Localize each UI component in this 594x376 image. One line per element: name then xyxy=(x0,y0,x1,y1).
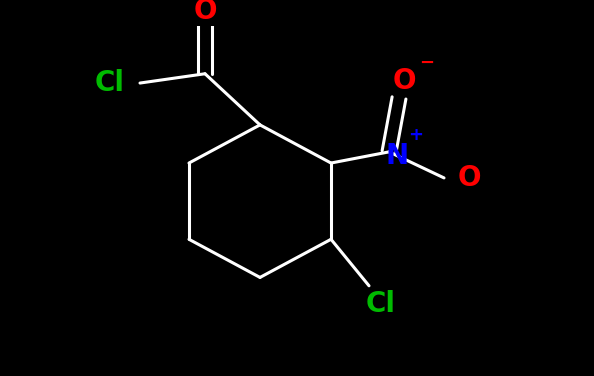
Text: +: + xyxy=(409,126,424,144)
Text: O: O xyxy=(392,67,416,95)
Text: O: O xyxy=(457,164,481,192)
Text: N: N xyxy=(386,142,409,170)
Text: Cl: Cl xyxy=(366,290,396,318)
Text: −: − xyxy=(419,54,435,71)
Text: Cl: Cl xyxy=(95,69,125,97)
Text: O: O xyxy=(193,0,217,26)
